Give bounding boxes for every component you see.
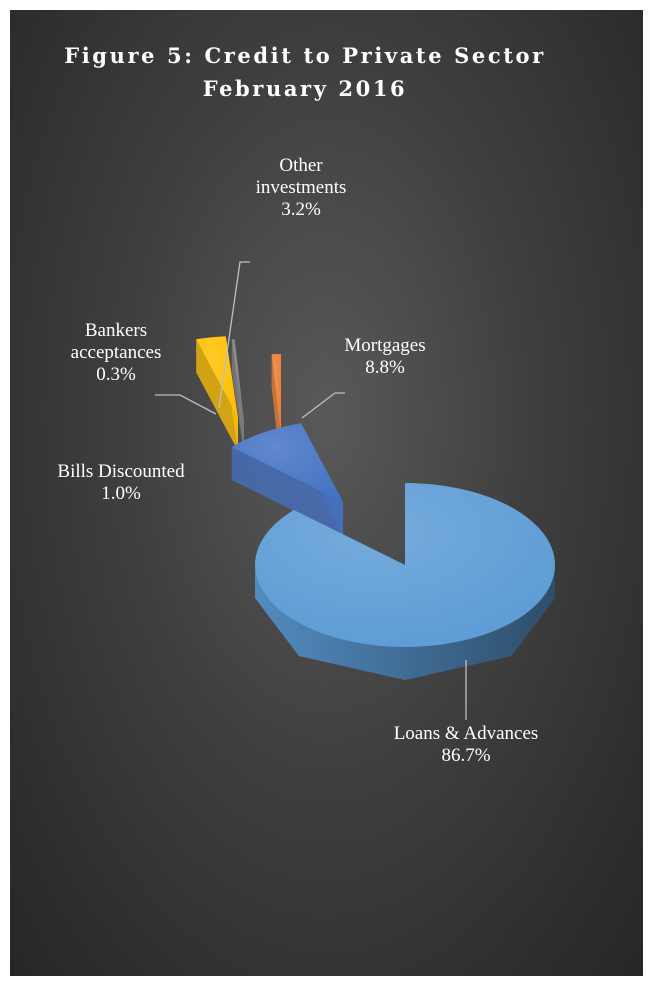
data-label-line: Loans & Advances	[394, 723, 539, 744]
leader-line	[218, 261, 250, 409]
slice-top-shine	[231, 339, 244, 421]
slice-cut-face	[196, 339, 238, 451]
data-label-line: investments	[256, 177, 347, 198]
slice-cut-face	[231, 447, 343, 535]
slice-top-shine	[271, 354, 281, 436]
data-label-line: 3.2%	[281, 199, 321, 220]
data-label: Loans & Advances 86.7%	[394, 723, 539, 766]
pie-slices	[196, 336, 555, 680]
leader-lines	[155, 261, 467, 720]
data-label: Bills Discounted 1.0%	[57, 461, 185, 504]
data-label: Mortgages 8.8%	[344, 335, 425, 378]
pie-slice	[231, 423, 343, 535]
slice-top-shine	[255, 483, 555, 647]
data-labels: Loans & Advances 86.7% Mortgages 8.8% Other i…	[57, 155, 538, 766]
pie-slice	[231, 339, 244, 454]
data-label-line: Bankers	[85, 320, 147, 341]
slice-top-shine	[196, 336, 238, 418]
data-label-line: 8.8%	[365, 357, 405, 378]
data-label-line: Other	[279, 155, 323, 176]
leader-line	[301, 392, 345, 419]
data-label: Other investments 3.2%	[256, 155, 347, 220]
leader-line	[155, 394, 217, 415]
data-label: Bankers acceptances 0.3%	[71, 320, 162, 385]
data-label-line: 0.3%	[96, 364, 136, 385]
slice-side-shade	[255, 565, 555, 680]
data-label-line: 86.7%	[441, 745, 490, 766]
chart-title: Figure 5: Credit to Private Sector	[64, 43, 546, 68]
chart-subtitle: February 2016	[203, 76, 408, 101]
data-label-line: Mortgages	[344, 335, 425, 356]
data-label-line: acceptances	[71, 342, 162, 363]
pie-slice	[255, 483, 555, 680]
data-label-line: Bills Discounted	[57, 461, 185, 482]
pie-slice	[196, 336, 238, 451]
slice-top-shine	[231, 423, 343, 502]
data-label-line: 1.0%	[101, 483, 141, 504]
